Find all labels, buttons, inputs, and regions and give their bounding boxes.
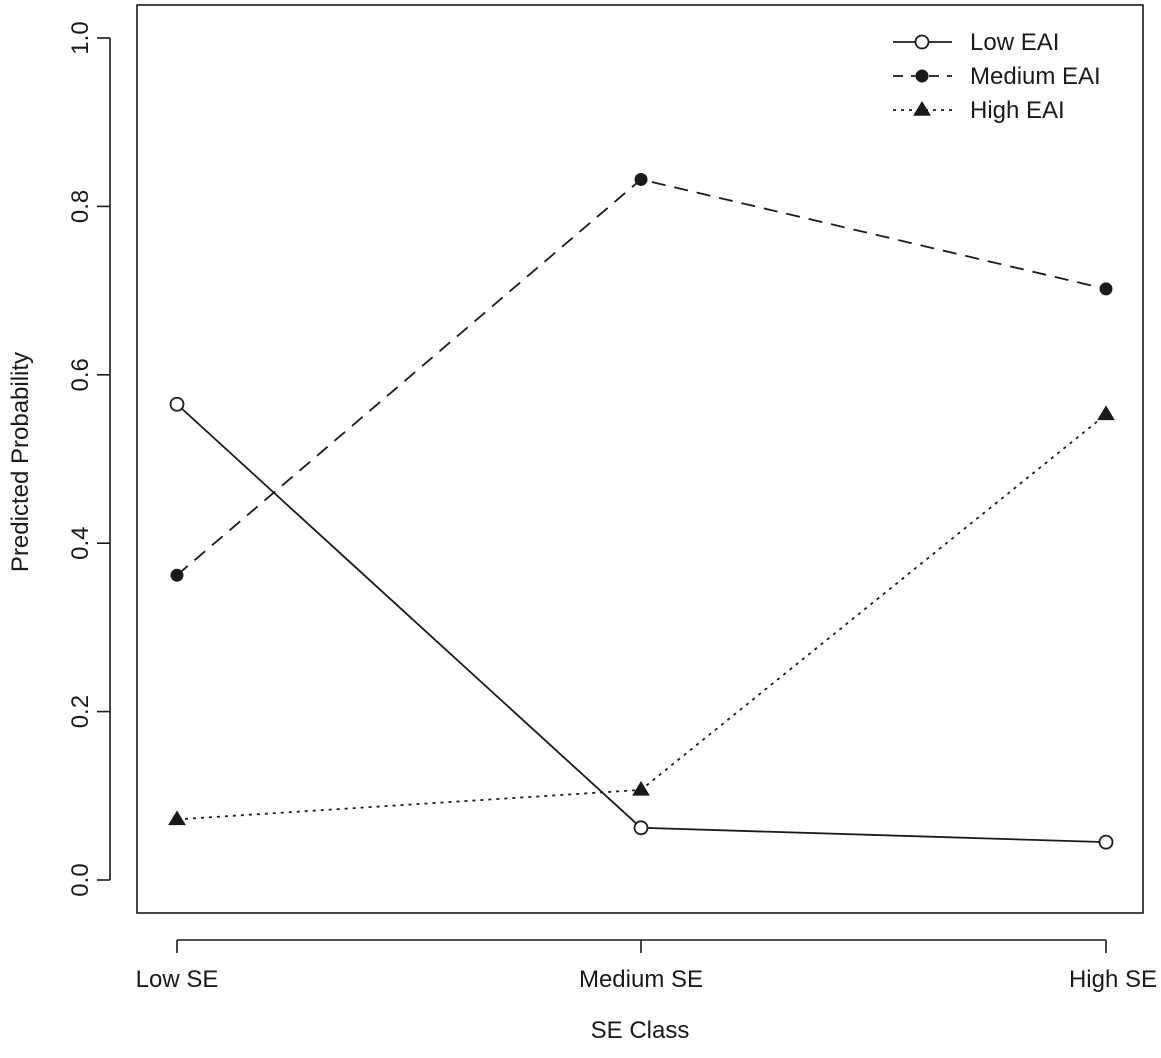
data-point-high-eai (1097, 405, 1115, 421)
data-point-high-eai (168, 810, 186, 826)
y-tick-label: 0.0 (67, 863, 94, 896)
x-tick-label: Medium SE (579, 966, 703, 993)
legend: Low EAI Medium EAI High EAI (893, 29, 1101, 124)
y-tick-label: 1.0 (67, 21, 94, 54)
y-tick-label: 0.8 (67, 190, 94, 223)
y-tick-label: 0.6 (67, 358, 94, 391)
series-line-high-eai (176, 413, 1107, 821)
legend-label-high-eai: High EAI (970, 97, 1065, 124)
data-point-medium-eai (634, 172, 648, 186)
y-axis: 0.0 0.2 0.4 0.6 0.8 1.0 (67, 21, 111, 897)
legend-marker-medium-eai (915, 69, 929, 83)
data-point-low-eai (169, 396, 185, 412)
data-point-medium-eai (1099, 282, 1113, 296)
legend-marker-low-eai (914, 34, 930, 50)
data-point-high-eai (632, 780, 650, 796)
data-point-low-eai (633, 820, 649, 836)
x-tick-label: Low SE (136, 966, 219, 993)
x-tick-label: High SE (1069, 966, 1157, 993)
y-tick-label: 0.4 (67, 527, 94, 560)
data-point-low-eai (1098, 834, 1114, 850)
y-axis-title: Predicted Probability (7, 352, 34, 572)
legend-label-low-eai: Low EAI (970, 29, 1059, 56)
x-axis: Low SE Medium SE High SE (136, 939, 1157, 993)
series-layer (168, 172, 1115, 850)
y-tick-label: 0.2 (67, 695, 94, 728)
plot-frame (136, 4, 1144, 914)
legend-marker-high-eai (913, 101, 931, 116)
x-axis-title: SE Class (591, 1017, 690, 1044)
data-point-medium-eai (170, 568, 184, 582)
legend-label-medium-eai: Medium EAI (970, 63, 1101, 90)
series-line-low-eai (176, 403, 1107, 844)
series-line-medium-eai (176, 178, 1107, 576)
